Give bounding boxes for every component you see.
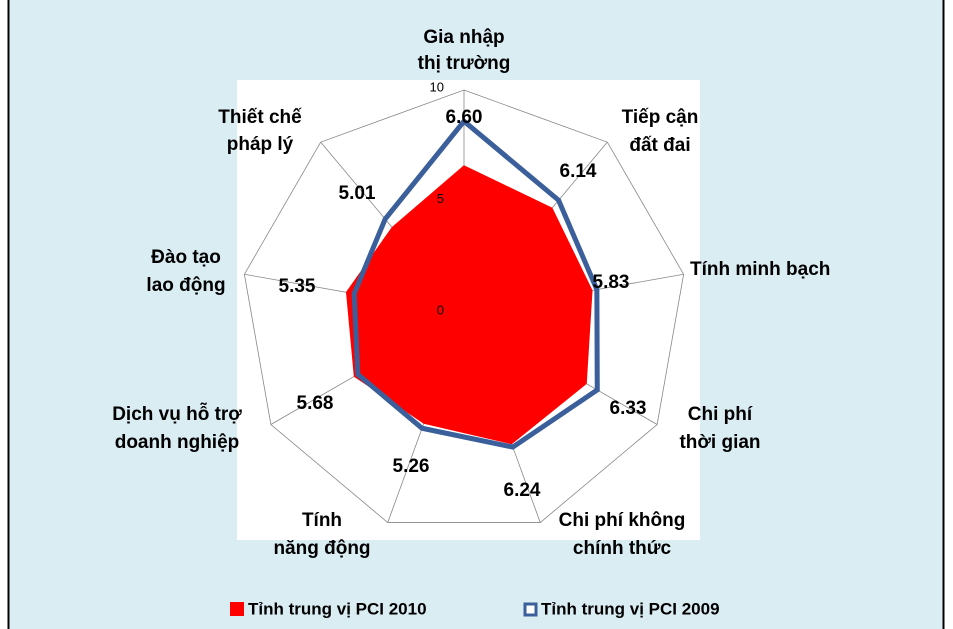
category-label: pháp lý	[227, 134, 294, 155]
r-tick-label: 10	[430, 79, 444, 94]
radar-line	[351, 117, 600, 450]
data-label: 5.68	[297, 393, 334, 414]
data-label: 5.26	[393, 456, 430, 477]
category-label: Đào tạo	[151, 247, 221, 268]
r-tick-label: 0	[437, 302, 444, 317]
category-label: lao động	[146, 275, 225, 296]
category-label: doanh nghiệp	[115, 432, 240, 453]
data-label: 5.83	[593, 272, 630, 293]
data-label: 5.01	[339, 183, 376, 204]
category-label: chính thức	[573, 538, 672, 559]
category-label: Gia nhập	[423, 27, 504, 48]
legend-swatch	[230, 602, 244, 616]
grid-line	[243, 89, 685, 523]
category-label: năng động	[273, 538, 370, 559]
category-label: Tiếp cận	[622, 107, 699, 128]
data-label: 6.14	[560, 161, 597, 182]
legend-label: Tỉnh trung vị PCI 2009	[541, 599, 720, 618]
category-label: Tính minh bạch	[690, 259, 830, 280]
legend-label: Tỉnh trung vị PCI 2010	[248, 599, 427, 618]
category-label: đất đai	[629, 135, 690, 156]
category-label: thị trường	[418, 53, 511, 74]
data-label: 6.24	[504, 480, 541, 501]
data-label: 6.33	[610, 398, 647, 419]
data-label: 5.35	[279, 276, 316, 297]
data-label: 6.60	[446, 107, 483, 128]
category-label: Thiết chế	[218, 107, 302, 128]
legend-swatch	[523, 602, 538, 617]
category-label: Chi phí	[688, 404, 753, 425]
category-label: Chi phí không	[559, 510, 686, 531]
category-label: thời gian	[679, 432, 760, 453]
category-label: Dịch vụ hỗ trợ	[112, 403, 242, 425]
r-tick-label: 5	[437, 191, 444, 206]
category-label: Tính	[302, 510, 342, 531]
